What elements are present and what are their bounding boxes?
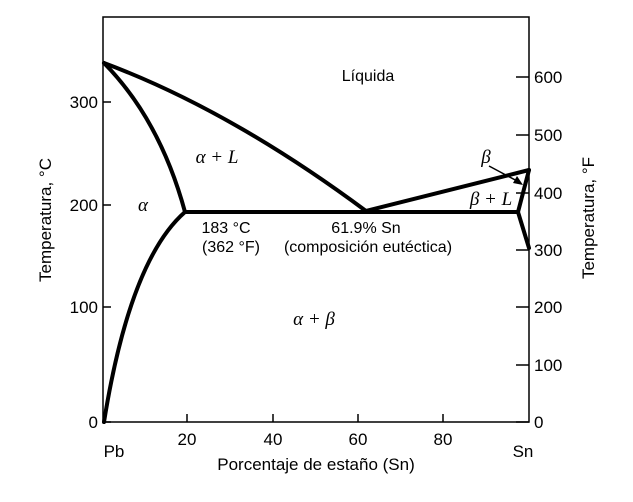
region-beta-label: β — [480, 147, 491, 168]
right-tick-0: 0 — [534, 413, 543, 432]
y-left-axis-title: Temperatura, °C — [36, 158, 55, 282]
x-axis-title: Porcentaje de estaño (Sn) — [217, 455, 415, 474]
right-axis-ticks — [516, 76, 529, 423]
liquidus-right — [364, 168, 531, 213]
bottom-axis-ticks — [186, 414, 444, 422]
solidus-alpha — [102, 61, 187, 214]
x-end-sn: Sn — [513, 442, 534, 461]
region-alpha-label: α — [138, 195, 149, 216]
left-tick-200: 200 — [70, 196, 98, 215]
solidus-beta — [516, 168, 531, 214]
beta-arrow — [488, 165, 523, 185]
eutectic-composition-note: (composición eutéctica) — [284, 239, 452, 256]
phase-boundaries — [102, 61, 531, 424]
plot-frame — [102, 16, 530, 423]
right-tick-100: 100 — [534, 356, 562, 375]
y-right-axis-title: Temperatura, °F — [579, 157, 598, 279]
right-tick-600: 600 — [534, 68, 562, 87]
left-tick-300: 300 — [70, 93, 98, 112]
right-tick-300: 300 — [534, 241, 562, 260]
x-tick-20: 20 — [178, 430, 197, 449]
eutectic-temp-c: 183 °C — [201, 220, 250, 237]
x-end-pb: Pb — [104, 442, 125, 461]
eutectic-composition: 61.9% Sn — [331, 220, 400, 237]
solvus-alpha — [102, 210, 187, 424]
x-tick-40: 40 — [264, 430, 283, 449]
region-alpha-beta-label: α + β — [293, 309, 335, 330]
x-tick-80: 80 — [434, 430, 453, 449]
left-axis-ticks — [103, 101, 111, 423]
solvus-beta — [516, 210, 531, 250]
liquidus-left — [102, 61, 368, 213]
eutectic-temp-f: (362 °F) — [202, 239, 260, 256]
right-tick-200: 200 — [534, 298, 562, 317]
region-beta-liquid-label: β + L — [469, 189, 512, 210]
region-alpha-liquid-label: α + L — [196, 147, 239, 168]
right-tick-400: 400 — [534, 184, 562, 203]
region-liquid-label: Líquida — [342, 68, 395, 85]
left-tick-0: 0 — [89, 413, 98, 432]
x-tick-60: 60 — [349, 430, 368, 449]
left-tick-100: 100 — [70, 298, 98, 317]
right-tick-500: 500 — [534, 126, 562, 145]
